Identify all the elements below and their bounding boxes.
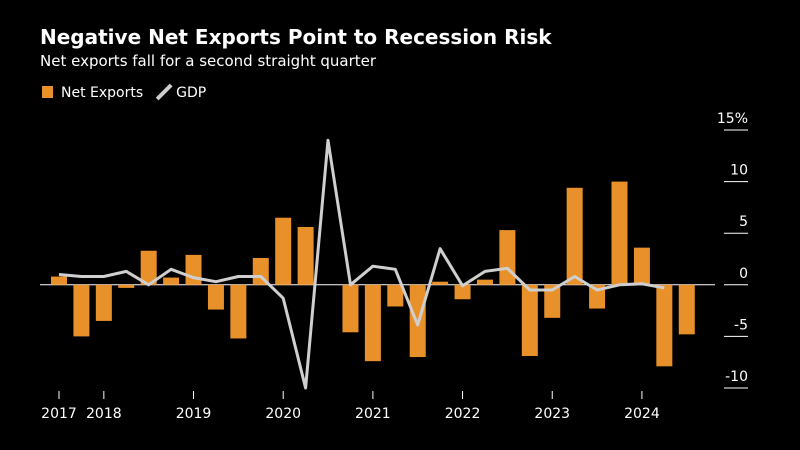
bar	[73, 284, 90, 337]
chart-title: Negative Net Exports Point to Recession …	[40, 25, 552, 49]
bar	[454, 284, 471, 300]
legend-label: Net Exports	[61, 85, 143, 101]
y-tick-label: 0	[739, 266, 748, 282]
x-tick-label: 2024	[624, 406, 660, 422]
y-tick-label: -10	[725, 369, 748, 385]
bar	[499, 230, 516, 285]
x-tick-label: 2021	[355, 406, 391, 422]
bar	[678, 284, 695, 335]
bar	[656, 284, 673, 367]
legend-label: GDP	[176, 85, 206, 101]
bar	[589, 284, 606, 309]
x-tick-label: 2018	[86, 406, 122, 422]
bar	[275, 217, 292, 285]
bar	[140, 250, 157, 285]
y-tick-label: 15%	[717, 111, 748, 127]
bar	[95, 284, 112, 321]
bar	[544, 284, 561, 318]
y-tick-label: 10	[730, 163, 748, 179]
bar	[185, 254, 202, 285]
bar	[432, 281, 449, 285]
x-tick-label: 2023	[534, 406, 570, 422]
bar	[297, 227, 314, 285]
bar	[521, 284, 538, 357]
bar	[476, 279, 493, 285]
line	[58, 138, 665, 390]
x-tick-label: 2017	[41, 406, 77, 422]
bar	[387, 284, 404, 307]
y-tick-label: 5	[739, 214, 748, 230]
bar	[118, 284, 135, 288]
x-tick-label: 2019	[176, 406, 212, 422]
bar	[611, 181, 628, 285]
bar	[207, 284, 224, 310]
bar	[51, 276, 67, 285]
bar	[252, 257, 269, 285]
bar	[633, 247, 650, 285]
bar	[566, 187, 583, 285]
y-tick-label: -5	[734, 317, 748, 333]
bar	[364, 284, 381, 362]
bar	[342, 284, 359, 333]
legend-swatch	[155, 83, 173, 101]
bar	[230, 284, 247, 339]
x-tick-label: 2020	[265, 406, 301, 422]
bar	[163, 277, 180, 285]
chart-subtitle: Net exports fall for a second straight q…	[40, 52, 377, 70]
legend-swatch	[42, 86, 53, 98]
x-tick-label: 2022	[445, 406, 481, 422]
